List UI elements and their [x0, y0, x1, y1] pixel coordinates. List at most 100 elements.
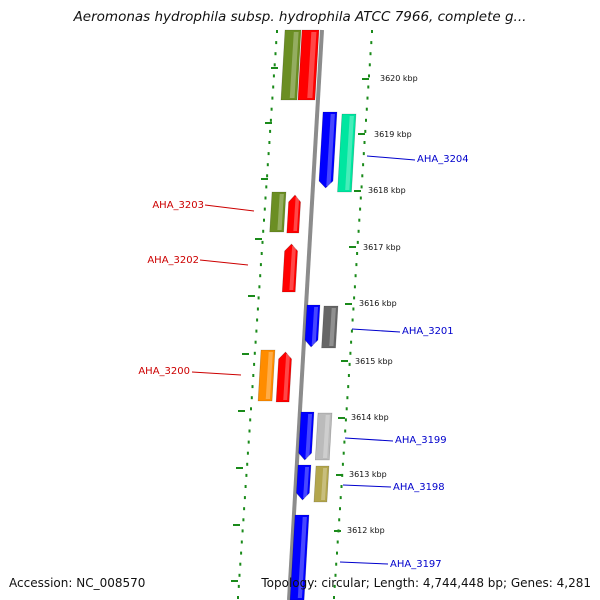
tick-label: 3615 kbp [355, 357, 393, 366]
ruler-dash [336, 474, 343, 476]
ruler-dash [338, 417, 345, 419]
gene-feature-highlight [345, 116, 354, 190]
gene-label-aha-3197[interactable]: AHA_3197 [390, 559, 442, 570]
gene-label-aha-3201[interactable]: AHA_3201 [402, 326, 454, 337]
ruler-dash [271, 67, 278, 69]
gene-label-aha-3202[interactable]: AHA_3202 [147, 255, 199, 266]
ring-dot [344, 429, 347, 433]
accession-text: Accession: NC_008570 [9, 576, 146, 590]
ruler-dash [349, 246, 356, 248]
forward-gene-labels[interactable]: AHA_3203 AHA_3202 AHA_3200 [138, 200, 255, 377]
ring-dot [360, 185, 363, 189]
ring-dot [338, 518, 341, 522]
tick-labels: 3620 kbp 3619 kbp 3618 kbp 3617 kbp 3616… [347, 74, 418, 535]
ring-dot [247, 440, 250, 444]
ring-dot [341, 462, 344, 466]
gene-label-aha-3198[interactable]: AHA_3198 [393, 482, 445, 493]
ring-dot [354, 274, 357, 278]
gene-feature-highlight [311, 307, 319, 345]
ring-dot [369, 52, 372, 56]
ring-dot [347, 374, 350, 377]
ring-dot [366, 96, 369, 100]
gene-feature-highlight [289, 246, 297, 290]
ring-dot [246, 462, 249, 466]
ring-dot [272, 85, 275, 89]
ring-dot [350, 329, 353, 333]
ring-dot [336, 551, 338, 555]
tick-label: 3616 kbp [359, 299, 397, 308]
topology-text: Topology: circular; Length: 4,744,448 bp… [261, 576, 591, 590]
ring-dot [260, 252, 263, 255]
gene-feature[interactable] [313, 465, 330, 503]
ring-dot [333, 584, 336, 588]
ring-dot [250, 396, 253, 400]
ruler-dash [261, 178, 268, 180]
gene-feature[interactable] [337, 113, 357, 193]
gene-feature[interactable] [289, 514, 310, 600]
gene-feature[interactable] [318, 111, 338, 189]
gene-feature[interactable] [275, 351, 292, 403]
gene-feature-highlight [289, 32, 299, 98]
reverse-gene-labels[interactable]: AHA_3204 AHA_3201 AHA_3199 AHA_3198 AHA_… [339, 154, 469, 570]
gene-label-aha-3204[interactable]: AHA_3204 [417, 154, 469, 165]
gene-feature[interactable] [304, 304, 321, 348]
gene-feature[interactable] [281, 243, 298, 293]
ring-dot [250, 407, 252, 411]
tick-label: 3618 kbp [368, 186, 406, 195]
ring-dot [246, 451, 249, 455]
ruler-dash [248, 295, 255, 297]
ruler-dash [345, 303, 352, 305]
gene-feature[interactable] [321, 305, 339, 349]
ring-dot [255, 329, 258, 333]
ring-dot [362, 152, 365, 156]
gene-feature[interactable] [298, 411, 315, 461]
ring-dot [266, 163, 269, 167]
ruler-dash [238, 410, 245, 412]
gene-label-aha-3203[interactable]: AHA_3203 [152, 200, 204, 211]
gene-feature[interactable] [280, 29, 302, 101]
ring-dot [243, 507, 246, 511]
gene-label-aha-3200[interactable]: AHA_3200 [138, 366, 190, 377]
ring-dots [231, 30, 373, 599]
gene-feature-highlight [293, 197, 300, 231]
ring-dot [267, 152, 270, 156]
ruler-dash [265, 122, 272, 124]
ring-dot [271, 96, 274, 100]
ring-dot [359, 207, 362, 211]
ring-dot [365, 107, 368, 111]
ring-dot [264, 196, 267, 200]
ruler-dash [236, 467, 243, 469]
gene-feature-highlight [321, 468, 328, 500]
ring-dot [353, 285, 356, 289]
ring-dot [266, 174, 269, 178]
ring-dot [351, 318, 354, 322]
gene-feature[interactable] [314, 412, 333, 461]
ruler-dash [341, 360, 348, 362]
ruler-dash [362, 78, 369, 80]
ring-dot [263, 218, 265, 222]
ring-dot [258, 285, 261, 289]
tick-label: 3617 kbp [363, 243, 401, 252]
gene-label-aha-3199[interactable]: AHA_3199 [395, 435, 447, 446]
gene-feature[interactable] [296, 464, 312, 501]
ring-dot [368, 63, 371, 67]
gene-feature[interactable] [286, 194, 301, 234]
tick-label: 3614 kbp [351, 413, 389, 422]
ring-dot [254, 340, 257, 344]
ring-dot [237, 596, 239, 599]
gene-features[interactable] [257, 29, 357, 600]
ring-dot [242, 518, 245, 522]
gene-feature[interactable] [297, 29, 320, 101]
ring-dot [339, 507, 341, 511]
ring-dot [356, 252, 359, 255]
gene-feature[interactable] [257, 349, 276, 402]
ring-dot [361, 174, 364, 178]
gene-feature-highlight [307, 32, 317, 98]
ring-dot [240, 540, 243, 544]
ring-dot [346, 396, 349, 400]
ring-dot [368, 74, 370, 78]
ring-dot [363, 141, 366, 144]
ring-dot [248, 429, 251, 433]
gene-feature[interactable] [269, 191, 287, 233]
